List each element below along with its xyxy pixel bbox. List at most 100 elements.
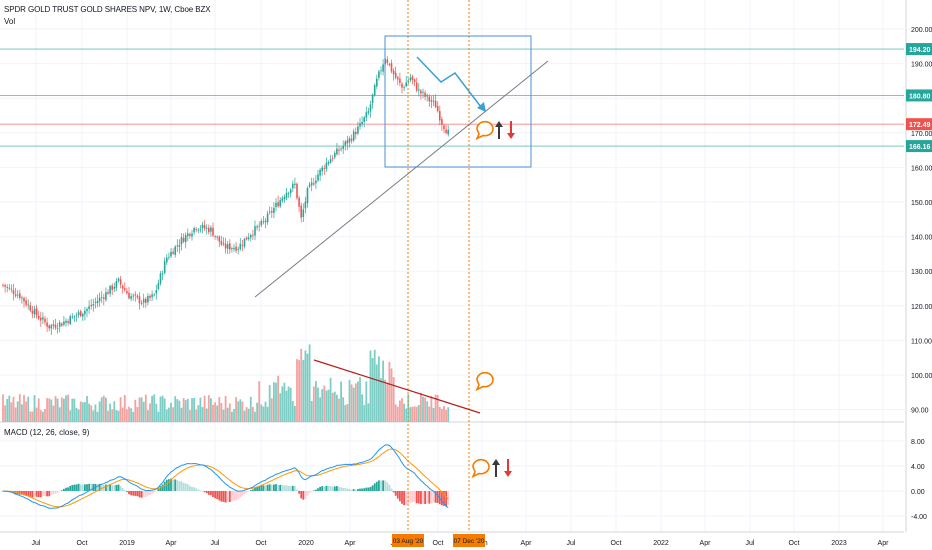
price-levels (0, 48, 904, 147)
candle-body (201, 224, 204, 229)
volume-bar (138, 397, 141, 422)
candle-body (323, 168, 326, 169)
macd-histogram-bar (35, 491, 38, 497)
x-tick-label: Oct (611, 540, 622, 547)
volume-bar (151, 395, 153, 422)
candle-body (184, 235, 187, 243)
candle-body (214, 236, 216, 237)
macd-histogram-bar (422, 491, 424, 504)
volume-bar (438, 406, 441, 422)
volume-bar (147, 410, 149, 422)
macd-histogram-bar (256, 486, 258, 491)
candle-body (296, 183, 298, 199)
candle-body (105, 292, 107, 300)
macd-histogram-bar (231, 491, 233, 502)
macd-histogram-bar (176, 480, 179, 491)
macd-histogram-bar (245, 491, 248, 493)
candle-body (226, 244, 229, 249)
macd-histogram-bar (46, 491, 48, 497)
candle-body (342, 145, 344, 149)
candle-body (189, 234, 191, 236)
macd-histogram-bar (220, 491, 223, 502)
comment-icon (475, 371, 494, 392)
volume-bar (233, 408, 235, 422)
volume-bar (262, 406, 265, 422)
candle-body (233, 247, 235, 250)
macd-histogram-bar (218, 491, 221, 501)
candle-body (37, 315, 40, 319)
candle-body (287, 193, 290, 194)
candlestick-series (2, 53, 449, 336)
candle-body (151, 294, 153, 298)
candle-body (399, 78, 401, 83)
candle-body (397, 77, 399, 80)
volume-bar (6, 399, 9, 422)
macd-histogram-bar (159, 486, 162, 491)
candle-body (197, 229, 200, 231)
macd-histogram-bar (394, 491, 397, 496)
macd-histogram-bar (216, 491, 219, 500)
macd-histogram-bar (23, 491, 25, 496)
candle-body (113, 287, 116, 289)
volume-bar (172, 407, 174, 422)
macd-histogram-bar (401, 491, 403, 504)
volume-bar (94, 404, 97, 422)
macd-histogram-bar (365, 487, 368, 491)
macd-histogram-bar (144, 491, 147, 498)
candle-body (63, 321, 65, 325)
volume-bar (79, 401, 82, 422)
macd-histogram-bar (98, 483, 101, 491)
macd-histogram-bar (207, 491, 210, 495)
candle-body (96, 301, 99, 304)
macd-histogram-bar (268, 484, 271, 491)
volume-bar (415, 406, 418, 422)
candle-body (352, 131, 355, 141)
macd-histogram-bar (203, 491, 206, 493)
candle-body (142, 299, 145, 303)
macd-histogram-bar (115, 484, 118, 491)
candle-body (195, 228, 197, 230)
macd-histogram-bar (340, 487, 342, 491)
volume-bar (338, 398, 340, 422)
candle-body (380, 70, 382, 72)
volume-bar (399, 400, 401, 422)
candle-body (90, 305, 92, 307)
candle-body (210, 227, 212, 232)
candle-body (31, 310, 34, 314)
volume-bar (378, 356, 380, 422)
candle-body (390, 63, 393, 72)
macd-histogram-bar (237, 491, 240, 500)
volume-bar (142, 401, 145, 422)
macd-histogram-bar (338, 486, 340, 491)
volume-bar (178, 400, 181, 422)
volume-bar (434, 394, 437, 422)
macd-histogram-bar (331, 486, 334, 491)
volume-bar (191, 398, 193, 422)
macd-histogram-bar (447, 491, 450, 505)
candle-body (14, 294, 17, 296)
x-tick-label: Apr (878, 540, 890, 547)
macd-histogram-bar (369, 486, 372, 491)
volume-bar (413, 406, 416, 422)
candle-body (170, 251, 172, 257)
macd-histogram-bar (25, 491, 27, 496)
volume-bar (287, 386, 290, 422)
candle-body (231, 248, 233, 250)
level-label: 166.16 (909, 144, 931, 151)
volume-bar (283, 382, 286, 422)
macd-histogram-bar (130, 491, 132, 496)
volume-bar (222, 409, 225, 422)
candle-body (306, 187, 309, 204)
candle-body (321, 167, 323, 172)
candle-body (281, 198, 284, 201)
arrow-down-icon (507, 133, 515, 139)
volume-bar (432, 408, 435, 422)
candle-body (174, 246, 176, 255)
volume-bar (348, 379, 351, 422)
macd-histogram-bar (285, 485, 288, 491)
candle-body (315, 180, 317, 184)
volume-bar (113, 401, 116, 422)
macd-histogram-bar (199, 490, 202, 492)
candle-body (176, 245, 179, 247)
